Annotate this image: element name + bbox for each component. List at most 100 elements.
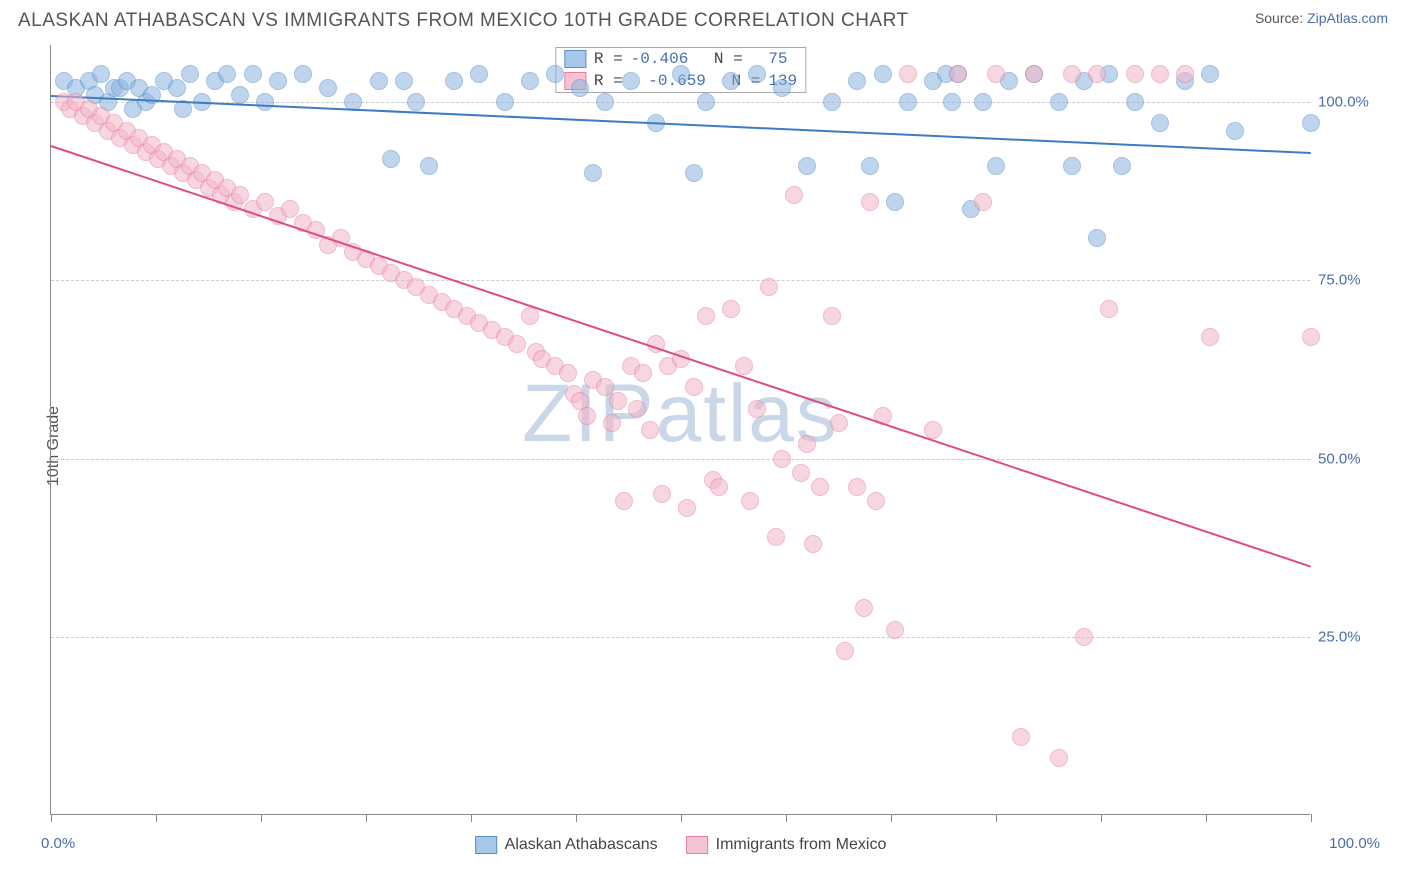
scatter-point-pink	[722, 300, 740, 318]
scatter-point-blue	[874, 65, 892, 83]
gridline	[51, 459, 1310, 460]
scatter-point-pink	[678, 499, 696, 517]
legend-swatch-blue	[564, 50, 586, 68]
scatter-point-blue	[798, 157, 816, 175]
scatter-point-blue	[218, 65, 236, 83]
scatter-point-pink	[653, 485, 671, 503]
x-tick	[471, 814, 472, 822]
scatter-point-pink	[773, 450, 791, 468]
scatter-point-pink	[1088, 65, 1106, 83]
legend-swatch-blue	[475, 836, 497, 854]
scatter-point-pink	[823, 307, 841, 325]
scatter-point-blue	[987, 157, 1005, 175]
scatter-point-blue	[943, 93, 961, 111]
scatter-point-pink	[735, 357, 753, 375]
scatter-point-blue	[496, 93, 514, 111]
scatter-point-pink	[641, 421, 659, 439]
scatter-point-pink	[521, 307, 539, 325]
scatter-point-pink	[1126, 65, 1144, 83]
x-tick	[786, 814, 787, 822]
gridline	[51, 280, 1310, 281]
bottom-legend-label-pink: Immigrants from Mexico	[716, 836, 887, 854]
scatter-point-blue	[823, 93, 841, 111]
scatter-point-blue	[571, 79, 589, 97]
x-axis-min-label: 0.0%	[41, 835, 75, 852]
scatter-point-blue	[584, 164, 602, 182]
scatter-point-pink	[1151, 65, 1169, 83]
source-link[interactable]: ZipAtlas.com	[1307, 10, 1388, 26]
scatter-point-blue	[974, 93, 992, 111]
scatter-point-blue	[294, 65, 312, 83]
bottom-legend-label-blue: Alaskan Athabascans	[505, 836, 658, 854]
scatter-point-pink	[836, 642, 854, 660]
y-tick-label: 75.0%	[1318, 272, 1378, 289]
scatter-point-pink	[949, 65, 967, 83]
scatter-point-blue	[470, 65, 488, 83]
x-tick	[996, 814, 997, 822]
scatter-point-blue	[1201, 65, 1219, 83]
scatter-point-blue	[445, 72, 463, 90]
scatter-point-blue	[319, 79, 337, 97]
y-tick-label: 25.0%	[1318, 628, 1378, 645]
chart-title: ALASKAN ATHABASCAN VS IMMIGRANTS FROM ME…	[18, 10, 909, 32]
scatter-point-pink	[987, 65, 1005, 83]
scatter-point-pink	[628, 400, 646, 418]
scatter-point-blue	[773, 79, 791, 97]
scatter-point-pink	[603, 414, 621, 432]
scatter-point-pink	[578, 407, 596, 425]
scatter-point-blue	[622, 72, 640, 90]
scatter-point-pink	[609, 392, 627, 410]
scatter-point-pink	[1050, 749, 1068, 767]
scatter-point-blue	[748, 65, 766, 83]
x-tick	[261, 814, 262, 822]
scatter-point-blue	[420, 157, 438, 175]
scatter-point-pink	[1302, 328, 1320, 346]
scatter-point-blue	[697, 93, 715, 111]
scatter-point-blue	[596, 93, 614, 111]
scatter-point-pink	[1012, 728, 1030, 746]
scatter-point-blue	[1088, 229, 1106, 247]
x-tick	[681, 814, 682, 822]
source-label: Source:	[1255, 10, 1307, 26]
legend-swatch-pink	[686, 836, 708, 854]
r-label: R =	[594, 72, 623, 90]
scatter-point-blue	[244, 65, 262, 83]
scatter-point-pink	[710, 478, 728, 496]
scatter-point-pink	[1075, 628, 1093, 646]
scatter-point-pink	[559, 364, 577, 382]
scatter-point-blue	[546, 65, 564, 83]
scatter-point-pink	[741, 492, 759, 510]
scatter-point-pink	[1025, 65, 1043, 83]
scatter-point-pink	[804, 535, 822, 553]
scatter-point-pink	[848, 478, 866, 496]
scatter-point-pink	[748, 400, 766, 418]
scatter-point-pink	[798, 435, 816, 453]
scatter-point-blue	[269, 72, 287, 90]
bottom-legend-item-blue: Alaskan Athabascans	[475, 836, 658, 854]
n-label: N =	[714, 50, 743, 68]
x-tick	[1206, 814, 1207, 822]
scatter-point-blue	[722, 72, 740, 90]
scatter-point-blue	[382, 150, 400, 168]
scatter-point-pink	[974, 193, 992, 211]
scatter-point-blue	[886, 193, 904, 211]
scatter-point-pink	[811, 478, 829, 496]
scatter-point-blue	[395, 72, 413, 90]
trend-line-blue	[51, 95, 1311, 154]
scatter-point-blue	[370, 72, 388, 90]
chart-plot-area: ZIPatlas R = -0.406 N = 75 R = -0.659 N …	[50, 45, 1310, 815]
scatter-point-pink	[899, 65, 917, 83]
scatter-point-pink	[1201, 328, 1219, 346]
scatter-point-blue	[521, 72, 539, 90]
scatter-point-pink	[785, 186, 803, 204]
x-tick	[366, 814, 367, 822]
scatter-point-pink	[685, 378, 703, 396]
x-axis-max-label: 100.0%	[1329, 835, 1380, 852]
x-tick	[51, 814, 52, 822]
bottom-legend-item-pink: Immigrants from Mexico	[686, 836, 887, 854]
scatter-point-blue	[672, 65, 690, 83]
r-label: R =	[594, 50, 623, 68]
scatter-point-blue	[1151, 114, 1169, 132]
scatter-point-pink	[615, 492, 633, 510]
scatter-point-blue	[256, 93, 274, 111]
